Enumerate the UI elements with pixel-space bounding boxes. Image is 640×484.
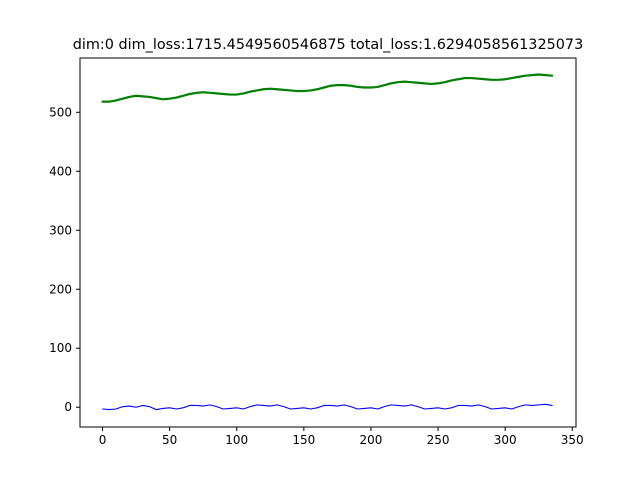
series-layer bbox=[101, 73, 554, 411]
y-tick-label: 200 bbox=[49, 282, 72, 296]
x-tick-label: 50 bbox=[162, 433, 177, 447]
y-tick-label: 0 bbox=[64, 400, 72, 414]
series-line-target bbox=[101, 73, 554, 103]
plot-area bbox=[80, 58, 576, 427]
x-tick-label: 150 bbox=[292, 433, 315, 447]
chart-title: dim:0 dim_loss:1715.4549560546875 total_… bbox=[73, 37, 584, 53]
axes-layer: 0 50 100 150 200 250 300 350 0 100 200 300 400 500 bbox=[49, 57, 584, 447]
x-tick-label: 100 bbox=[225, 433, 248, 447]
y-tick-label: 500 bbox=[49, 105, 72, 119]
series-line-prediction bbox=[102, 403, 553, 411]
y-tick-label: 300 bbox=[49, 223, 72, 237]
axes-background bbox=[80, 58, 576, 427]
x-tick-label: 300 bbox=[494, 433, 517, 447]
x-tick-label: 0 bbox=[99, 433, 107, 447]
axes-frame bbox=[79, 57, 577, 428]
x-tick-label: 250 bbox=[427, 433, 450, 447]
x-tick-label: 200 bbox=[359, 433, 382, 447]
y-tick-label: 100 bbox=[49, 341, 72, 355]
x-tick-label: 350 bbox=[561, 433, 584, 447]
y-tick-label: 400 bbox=[49, 164, 72, 178]
